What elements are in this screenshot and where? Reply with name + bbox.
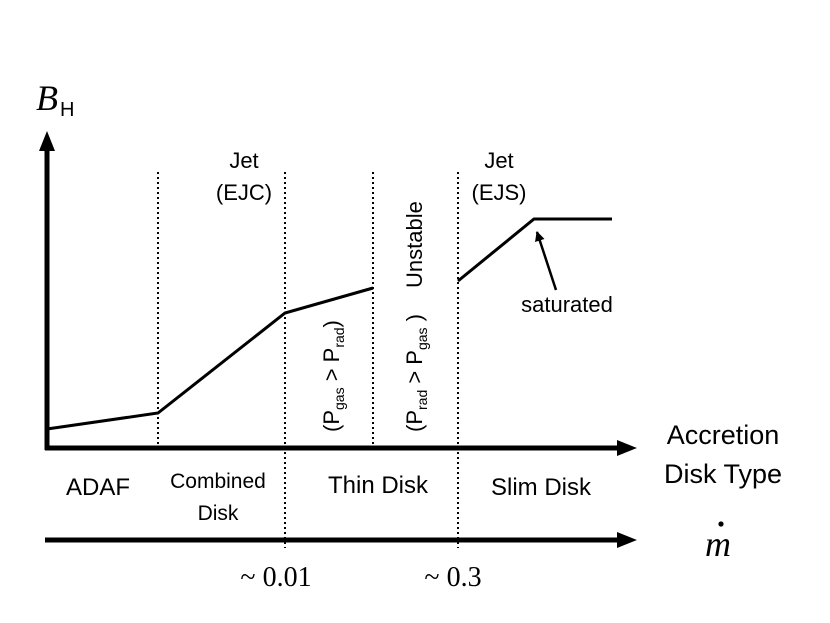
region-combined-sublabel: Disk: [198, 502, 239, 525]
region-combined-label: Combined: [170, 470, 266, 493]
bh-curve-low: [46, 286, 374, 431]
jet-ejc-sublabel: (EJC): [216, 180, 272, 205]
mdot-axis-arrowhead: [617, 532, 637, 548]
mdot-axis-label: m: [705, 524, 731, 564]
y-axis-subscript: H: [60, 99, 74, 121]
jet-ejs-sublabel: (EJS): [472, 180, 527, 205]
jet-ejc-label: Jet: [229, 148, 258, 173]
mdot-tick-label: ~ 0.01: [240, 562, 311, 593]
x-axis-sublabel: Disk Type: [664, 459, 782, 489]
jet-ejs-label: Jet: [484, 148, 513, 173]
y-axis-label: B: [36, 78, 58, 118]
region-slim-label: Slim Disk: [491, 474, 592, 501]
region-adaf-label: ADAF: [66, 474, 130, 501]
x-axis-label: Accretion: [667, 420, 780, 450]
saturated-label: saturated: [521, 292, 613, 317]
saturated-pointer-arrow: [535, 231, 558, 291]
pgas-pressure-label: (Pgas > Prad): [319, 320, 347, 432]
region-thin-label: Thin Disk: [328, 472, 429, 499]
unstable-label: Unstable: [402, 201, 427, 288]
mdot-dot: [718, 521, 724, 527]
prad-pressure-label: (Prad > Pgas ): [402, 314, 430, 432]
mdot-tick-label: ~ 0.3: [424, 562, 481, 593]
y-axis-arrowhead: [39, 131, 55, 151]
bh-curve-high: [457, 217, 612, 283]
x-axis-arrowhead: [617, 440, 637, 456]
